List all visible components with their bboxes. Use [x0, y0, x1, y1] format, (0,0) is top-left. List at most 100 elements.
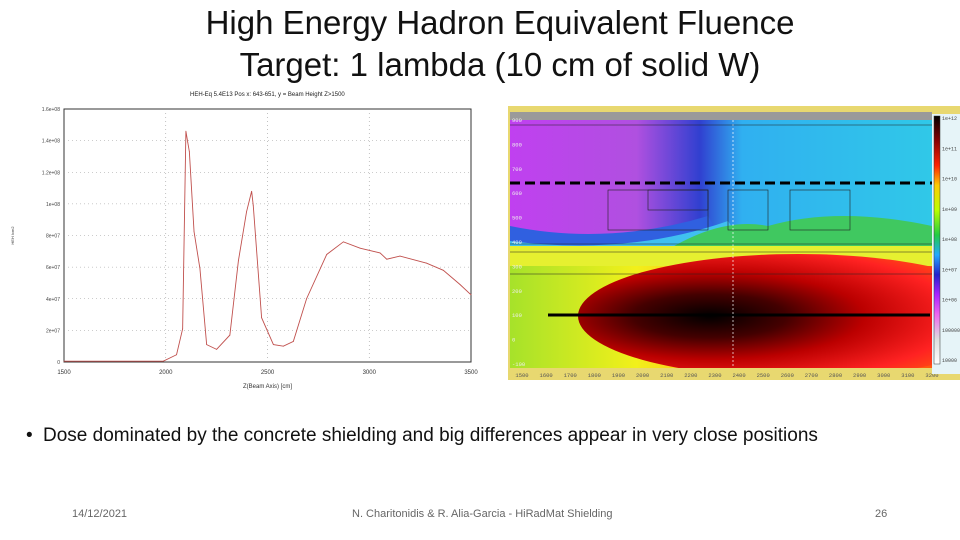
data-point [459, 284, 461, 285]
y-axis-label: HEH /cm2 [10, 226, 15, 245]
data-point [470, 294, 472, 296]
x-tick-label: 3500 [464, 370, 478, 376]
data-point [182, 328, 184, 330]
data-point [261, 317, 262, 319]
heatmap-y-tick: 200 [512, 288, 522, 295]
heatmap-x-tick: 2800 [829, 372, 842, 379]
data-point [216, 348, 218, 350]
data-point [193, 231, 195, 232]
colorbar-label: 1e+10 [942, 177, 957, 183]
heatmap-x-tick: 2100 [660, 372, 673, 379]
y-tick-label: 8e+07 [46, 234, 60, 240]
heatmap-x-tick: 2000 [636, 372, 649, 379]
heatmap-y-tick: 900 [512, 117, 522, 124]
geometry-box [647, 189, 709, 211]
data-point [206, 344, 208, 346]
line-chart-title: HEH-Eq 5.4E13 Pos x: 643-651, y = Beam H… [190, 92, 345, 98]
colorbar-label: 1e+09 [942, 207, 957, 213]
y-tick-label: 6e+07 [46, 265, 60, 271]
top-band [510, 112, 932, 120]
heatmap-x-tick: 2900 [853, 372, 866, 379]
heatmap-x-tick: 1600 [540, 372, 553, 379]
slide-title-line1: High Energy Hadron Equivalent Fluence [205, 4, 795, 41]
data-point [326, 254, 328, 255]
heatmap-y-tick: 500 [512, 215, 522, 222]
colorbar-label: 1e+11 [942, 146, 957, 152]
data-point [162, 360, 164, 362]
heatmap-x-tick: 3100 [901, 372, 914, 379]
footer-author: N. Charitonidis & R. Alia-Garcia - HiRad… [352, 508, 613, 520]
data-point [306, 298, 307, 300]
y-tick-label: 1.2e+08 [42, 170, 60, 176]
data-point [386, 258, 388, 260]
heatmap-x-tick: 2400 [732, 372, 745, 379]
bullet-text: Dose dominated by the concrete shielding… [43, 425, 818, 446]
data-point [282, 345, 284, 347]
heatmap-x-tick: 2300 [708, 372, 721, 379]
data-point [185, 130, 187, 132]
y-tick-label: 4e+07 [46, 297, 60, 303]
heatmap-y-tick: 600 [512, 190, 522, 197]
data-point [379, 252, 381, 254]
data-point [252, 205, 254, 206]
colorbar-label: 100000 [942, 328, 960, 334]
data-point [63, 360, 65, 362]
fluence-heatmap: 1500 1600 1700 1800 1900 2000 2100 2200 2300 2400… [508, 106, 960, 380]
data-point [273, 344, 274, 346]
page-number: 26 [875, 508, 888, 520]
heatmap-x-tick: 1700 [564, 372, 577, 379]
heatmap-x-tick: 2200 [684, 372, 697, 379]
heatmap-y-tick: 100 [512, 312, 522, 319]
heh-line-chart: 0 2e+07 4e+07 6e+07 8e+07 1e+08 1.2e+08 1.4e+08… [10, 107, 478, 390]
plot-frame [63, 108, 472, 363]
geometry-box [789, 189, 851, 231]
heatmap-y-tick: 0 [512, 337, 515, 344]
heatmap-x-tick: 1800 [588, 372, 601, 379]
heatmap-x-tick: 1500 [515, 372, 528, 379]
colorbar-label: 1e+06 [942, 298, 957, 304]
bullet-dot: • [26, 425, 33, 446]
data-point [237, 260, 239, 262]
slide-title-line2: Target: 1 lambda (10 cm of solid W) [239, 46, 761, 83]
y-tick-label: 0 [57, 360, 60, 366]
heatmap-x-tick: 2700 [805, 372, 818, 379]
data-point [199, 268, 201, 270]
data-point [246, 211, 247, 213]
colorbar [933, 115, 941, 365]
heatmap-y-tick: -100 [512, 361, 525, 368]
data-point [426, 262, 428, 264]
colorbar-label: 1e+12 [942, 116, 957, 122]
heatmap-y-tick: 700 [512, 166, 522, 173]
data-point [188, 151, 190, 153]
heatmap-y-tick: 800 [512, 141, 522, 148]
data-point [187, 141, 189, 143]
y-tick-label: 1.6e+08 [42, 107, 60, 113]
heatmap-y-tick: 300 [512, 263, 522, 270]
data-point [251, 190, 253, 192]
geometry-box [727, 189, 769, 231]
x-tick-label: 2000 [159, 370, 173, 376]
x-tick-label: 1500 [57, 370, 71, 376]
heatmap-x-tick: 3000 [877, 372, 890, 379]
y-tick-label: 2e+07 [46, 328, 60, 334]
x-tick-label: 3000 [363, 370, 377, 376]
heatmap-x-tick: 3200 [925, 372, 938, 379]
footer-date: 14/12/2021 [72, 508, 128, 520]
x-axis-label: Z(Beam Axis) [cm] [243, 384, 292, 390]
colorbar-label: 10000 [942, 358, 957, 364]
y-tick-label: 1e+08 [46, 202, 60, 208]
data-point [343, 241, 344, 243]
colorbar-label: 1e+08 [942, 237, 957, 243]
data-point [229, 334, 231, 336]
x-axis-band [510, 368, 932, 380]
colorbar-label: 1e+07 [942, 267, 957, 273]
heatmap-x-tick: 2600 [781, 372, 794, 379]
data-point [442, 269, 444, 271]
heatmap-x-tick: 2500 [757, 372, 770, 379]
y-tick-label: 1.4e+08 [42, 139, 60, 145]
heatmap-y-tick: 400 [512, 239, 522, 246]
heatmap-x-tick: 1900 [612, 372, 625, 379]
data-point [359, 247, 361, 249]
data-point [399, 255, 401, 257]
